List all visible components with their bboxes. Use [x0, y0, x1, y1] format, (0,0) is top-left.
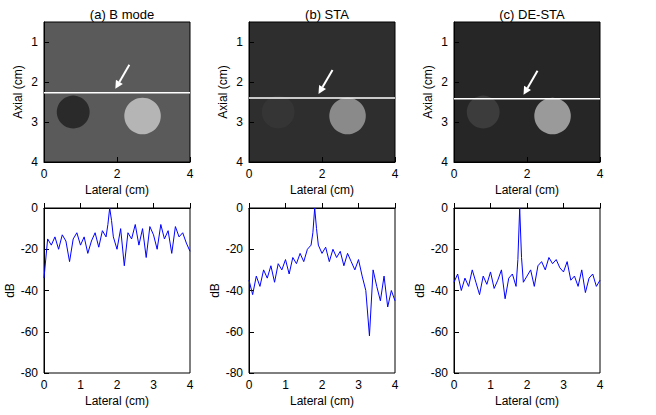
svg-text:Lateral (cm): Lateral (cm)	[85, 394, 149, 408]
svg-text:-40: -40	[21, 284, 39, 298]
svg-text:0: 0	[246, 167, 253, 181]
svg-text:2: 2	[524, 378, 531, 392]
svg-text:2: 2	[319, 378, 326, 392]
svg-text:0: 0	[41, 167, 48, 181]
svg-text:0: 0	[451, 167, 458, 181]
svg-text:1: 1	[31, 35, 38, 49]
svg-text:Axial (cm): Axial (cm)	[11, 65, 25, 118]
svg-text:4: 4	[597, 167, 604, 181]
svg-text:Lateral (cm): Lateral (cm)	[85, 183, 149, 197]
svg-text:3: 3	[236, 115, 243, 129]
svg-text:2: 2	[236, 75, 243, 89]
svg-text:4: 4	[392, 167, 399, 181]
svg-text:0: 0	[236, 201, 243, 215]
svg-text:-80: -80	[21, 366, 39, 380]
svg-text:1: 1	[487, 378, 494, 392]
svg-text:-20: -20	[226, 242, 244, 256]
svg-text:-40: -40	[226, 284, 244, 298]
svg-text:0: 0	[441, 201, 448, 215]
svg-text:-60: -60	[431, 325, 449, 339]
svg-text:-80: -80	[226, 366, 244, 380]
svg-text:3: 3	[441, 115, 448, 129]
svg-text:Lateral (cm): Lateral (cm)	[290, 183, 354, 197]
svg-text:0: 0	[451, 378, 458, 392]
svg-text:4: 4	[31, 155, 38, 169]
svg-text:Lateral (cm): Lateral (cm)	[290, 394, 354, 408]
svg-text:3: 3	[560, 378, 567, 392]
svg-text:Axial (cm): Axial (cm)	[421, 65, 435, 118]
svg-text:2: 2	[31, 75, 38, 89]
svg-text:2: 2	[114, 167, 121, 181]
svg-text:3: 3	[31, 115, 38, 129]
svg-text:-20: -20	[21, 242, 39, 256]
svg-text:dB: dB	[413, 283, 427, 298]
svg-text:1: 1	[282, 378, 289, 392]
svg-text:dB: dB	[3, 283, 17, 298]
svg-text:(b) STA: (b) STA	[305, 7, 349, 22]
svg-text:Lateral (cm): Lateral (cm)	[495, 183, 559, 197]
svg-text:-20: -20	[431, 242, 449, 256]
svg-text:2: 2	[114, 378, 121, 392]
svg-text:4: 4	[441, 155, 448, 169]
svg-text:3: 3	[355, 378, 362, 392]
svg-text:4: 4	[392, 378, 399, 392]
svg-text:1: 1	[77, 378, 84, 392]
svg-text:-40: -40	[431, 284, 449, 298]
svg-text:1: 1	[441, 35, 448, 49]
svg-text:0: 0	[31, 201, 38, 215]
svg-text:0: 0	[41, 378, 48, 392]
svg-text:0: 0	[246, 378, 253, 392]
svg-text:2: 2	[524, 167, 531, 181]
svg-text:4: 4	[597, 378, 604, 392]
svg-text:-60: -60	[21, 325, 39, 339]
svg-text:4: 4	[187, 167, 194, 181]
svg-text:4: 4	[187, 378, 194, 392]
svg-text:1: 1	[236, 35, 243, 49]
svg-text:-80: -80	[431, 366, 449, 380]
svg-text:(a) B mode: (a) B mode	[90, 7, 154, 22]
svg-text:3: 3	[150, 378, 157, 392]
svg-text:4: 4	[236, 155, 243, 169]
svg-text:-60: -60	[226, 325, 244, 339]
svg-text:Axial (cm): Axial (cm)	[216, 65, 230, 118]
svg-text:2: 2	[319, 167, 326, 181]
svg-text:2: 2	[441, 75, 448, 89]
svg-text:(c) DE-STA: (c) DE-STA	[499, 7, 565, 22]
svg-text:dB: dB	[208, 283, 222, 298]
svg-text:Lateral (cm): Lateral (cm)	[495, 394, 559, 408]
